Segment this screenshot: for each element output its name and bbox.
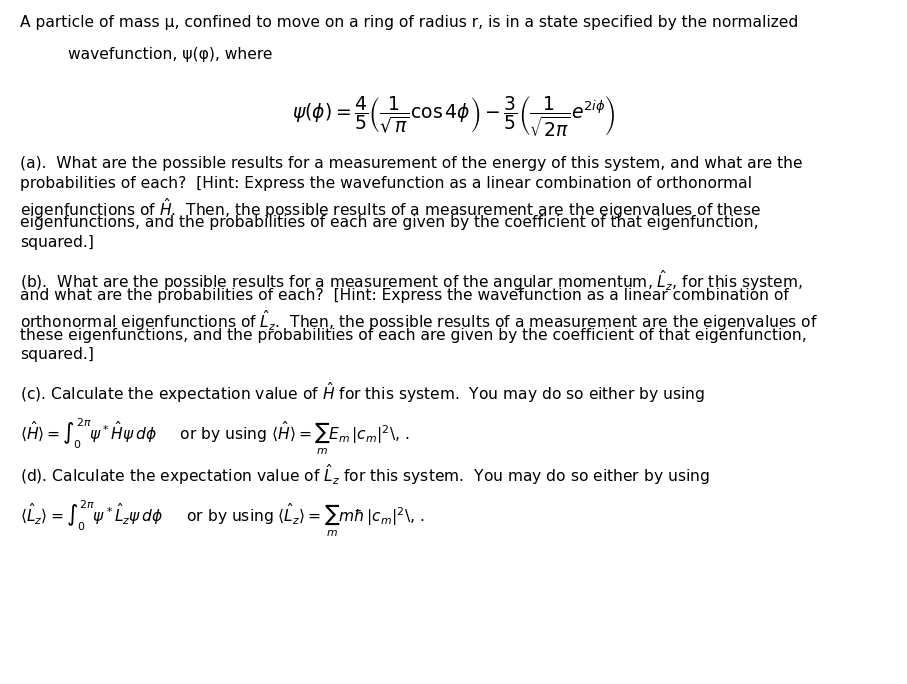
Text: $\psi(\phi) = \dfrac{4}{5}\left(\dfrac{1}{\sqrt{\pi}}\cos 4\phi\right) - \dfrac{: $\psi(\phi) = \dfrac{4}{5}\left(\dfrac{1…: [292, 94, 615, 140]
Text: (d). Calculate the expectation value of $\hat{L}_z$ for this system.  You may do: (d). Calculate the expectation value of …: [20, 462, 709, 486]
Text: orthonormal eigenfunctions of $\hat{L}_z$.  Then, the possible results of a meas: orthonormal eigenfunctions of $\hat{L}_z…: [20, 308, 818, 332]
Text: $\langle\hat{H}\rangle = \int_0^{2\pi} \psi^* \hat{H}\psi\, d\phi$     or by usi: $\langle\hat{H}\rangle = \int_0^{2\pi} \…: [20, 417, 409, 458]
Text: eigenfunctions, and the probabilities of each are given by the coefficient of th: eigenfunctions, and the probabilities of…: [20, 215, 758, 231]
Text: $\langle\hat{L}_z\rangle = \int_0^{2\pi} \psi^* \hat{L}_z\psi\, d\phi$     or by: $\langle\hat{L}_z\rangle = \int_0^{2\pi}…: [20, 499, 424, 539]
Text: wavefunction, ψ(φ), where: wavefunction, ψ(φ), where: [68, 47, 272, 62]
Text: squared.]: squared.]: [20, 347, 93, 363]
Text: (b).  What are the possible results for a measurement of the angular momentum, $: (b). What are the possible results for a…: [20, 268, 803, 293]
Text: squared.]: squared.]: [20, 235, 93, 250]
Text: (c). Calculate the expectation value of $\hat{H}$ for this system.  You may do s: (c). Calculate the expectation value of …: [20, 380, 705, 405]
Text: eigenfunctions of $\hat{H}$.  Then, the possible results of a measurement are th: eigenfunctions of $\hat{H}$. Then, the p…: [20, 196, 761, 220]
Text: and what are the probabilities of each?  [Hint: Express the wavefunction as a li: and what are the probabilities of each? …: [20, 288, 789, 303]
Text: A particle of mass μ, confined to move on a ring of radius r, is in a state spec: A particle of mass μ, confined to move o…: [20, 15, 798, 30]
Text: (a).  What are the possible results for a measurement of the energy of this syst: (a). What are the possible results for a…: [20, 156, 803, 171]
Text: these eigenfunctions, and the probabilities of each are given by the coefficient: these eigenfunctions, and the probabilit…: [20, 328, 806, 343]
Text: probabilities of each?  [Hint: Express the wavefunction as a linear combination : probabilities of each? [Hint: Express th…: [20, 176, 752, 191]
